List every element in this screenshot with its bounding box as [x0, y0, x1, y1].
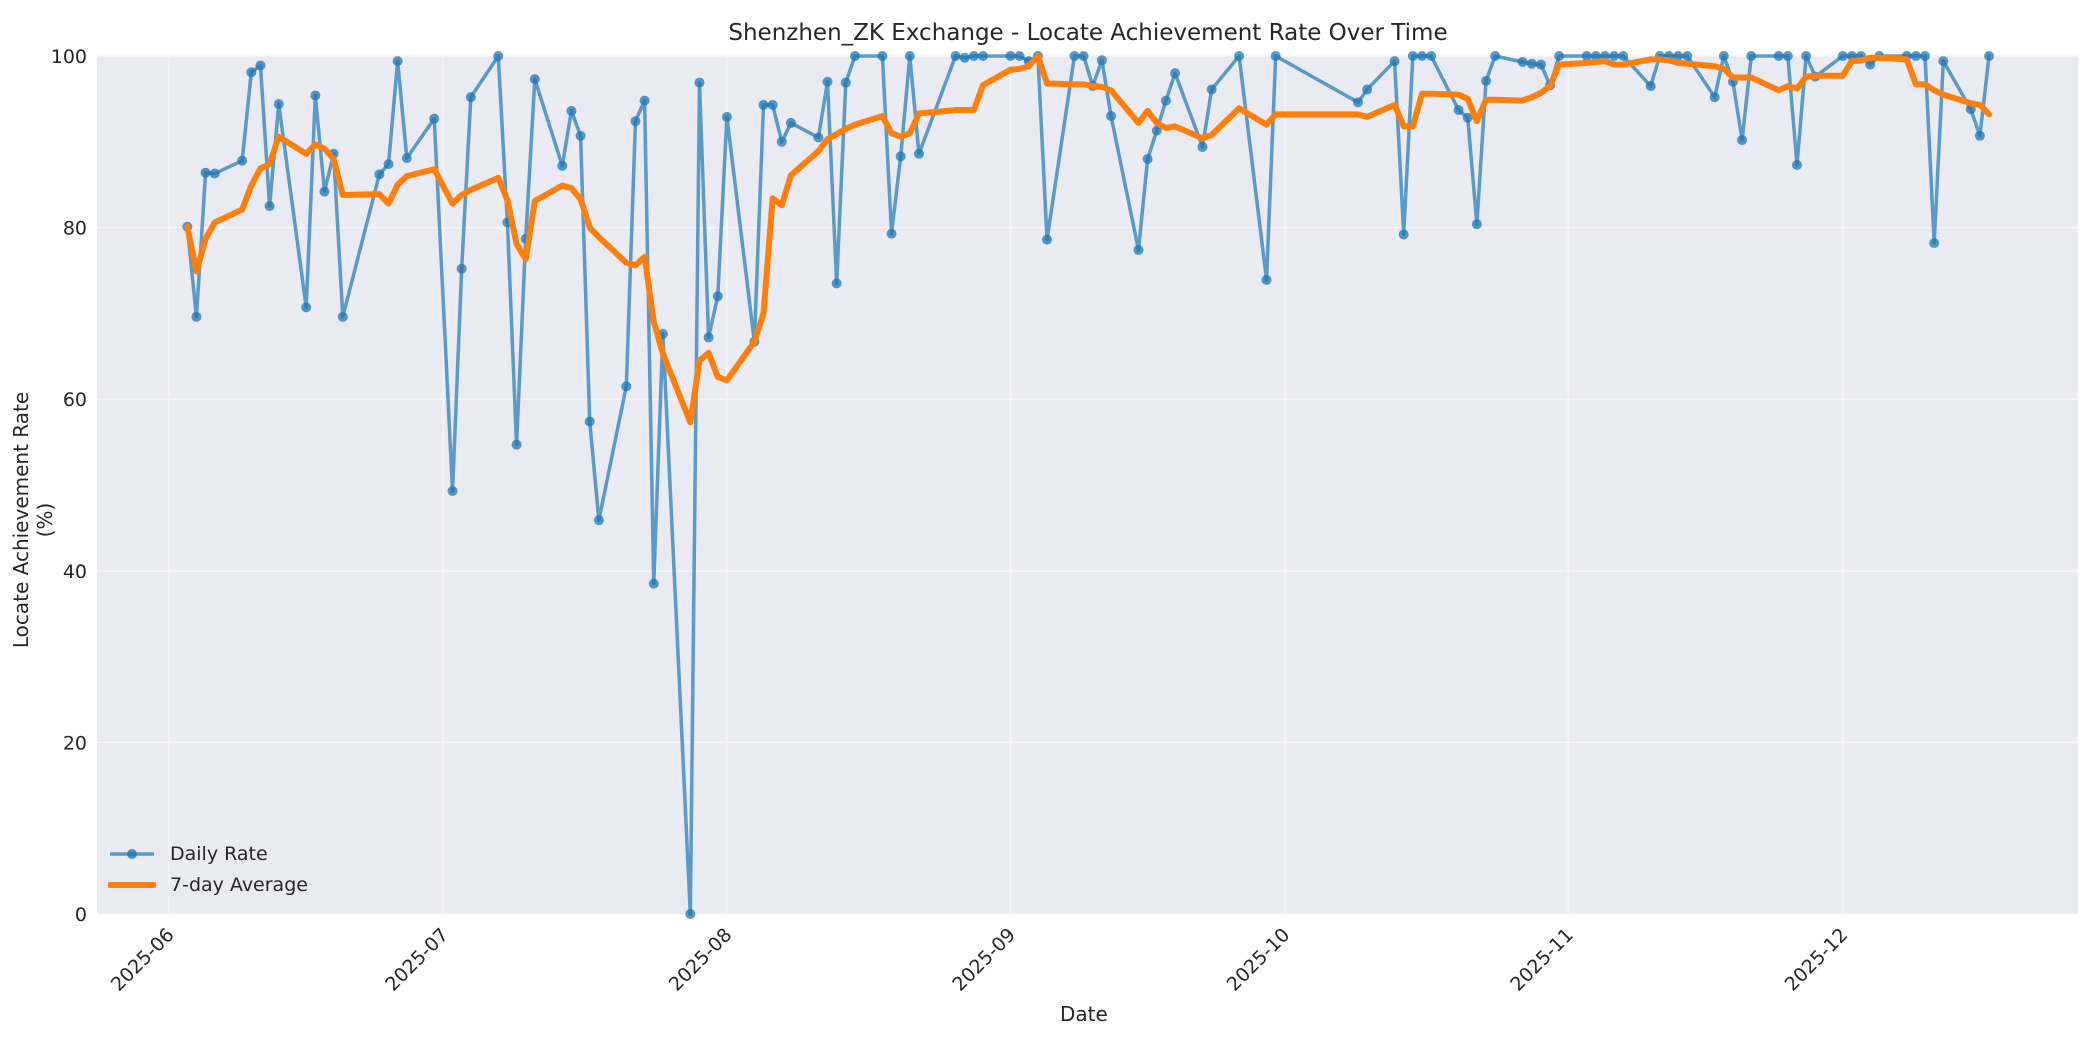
line-icon	[108, 881, 156, 888]
svg-text:60: 60	[63, 389, 87, 411]
svg-text:80: 80	[63, 218, 87, 240]
svg-text:2025-10: 2025-10	[1223, 924, 1295, 996]
x-axis-ticks: 2025-06 2025-07 2025-08 2025-09 2025-10 2025-…	[107, 924, 1852, 996]
svg-text:40: 40	[63, 561, 87, 583]
y-axis-label: Locate Achievement Rate (%)	[9, 391, 57, 649]
legend-label: 7-day Average	[170, 873, 308, 896]
chart-legend: Daily Rate 7-day Average	[108, 838, 308, 900]
chart-title: Shenzhen_ZK Exchange - Locate Achievemen…	[728, 20, 1448, 46]
svg-text:100: 100	[51, 46, 87, 68]
legend-item-7-day-average: 7-day Average	[108, 869, 308, 900]
line-marker-icon	[110, 848, 154, 859]
svg-text:2025-08: 2025-08	[665, 924, 737, 996]
legend-item-daily-rate: Daily Rate	[108, 838, 308, 869]
svg-text:2025-09: 2025-09	[948, 924, 1020, 996]
gridlines	[97, 55, 2078, 915]
plot-area	[97, 56, 2078, 914]
daily-rate-series	[182, 51, 1995, 919]
legend-label: Daily Rate	[170, 842, 268, 865]
y-axis-ticks: 0 20 40 60 80 100	[51, 46, 87, 926]
seven-day-average-series	[184, 53, 1993, 426]
x-axis-label: Date	[1060, 1002, 1108, 1026]
svg-text:2025-06: 2025-06	[107, 924, 179, 996]
svg-text:2025-12: 2025-12	[1781, 924, 1853, 996]
svg-text:2025-11: 2025-11	[1506, 924, 1578, 996]
svg-text:2025-07: 2025-07	[381, 924, 453, 996]
svg-text:20: 20	[63, 732, 87, 754]
svg-text:0: 0	[75, 904, 87, 926]
